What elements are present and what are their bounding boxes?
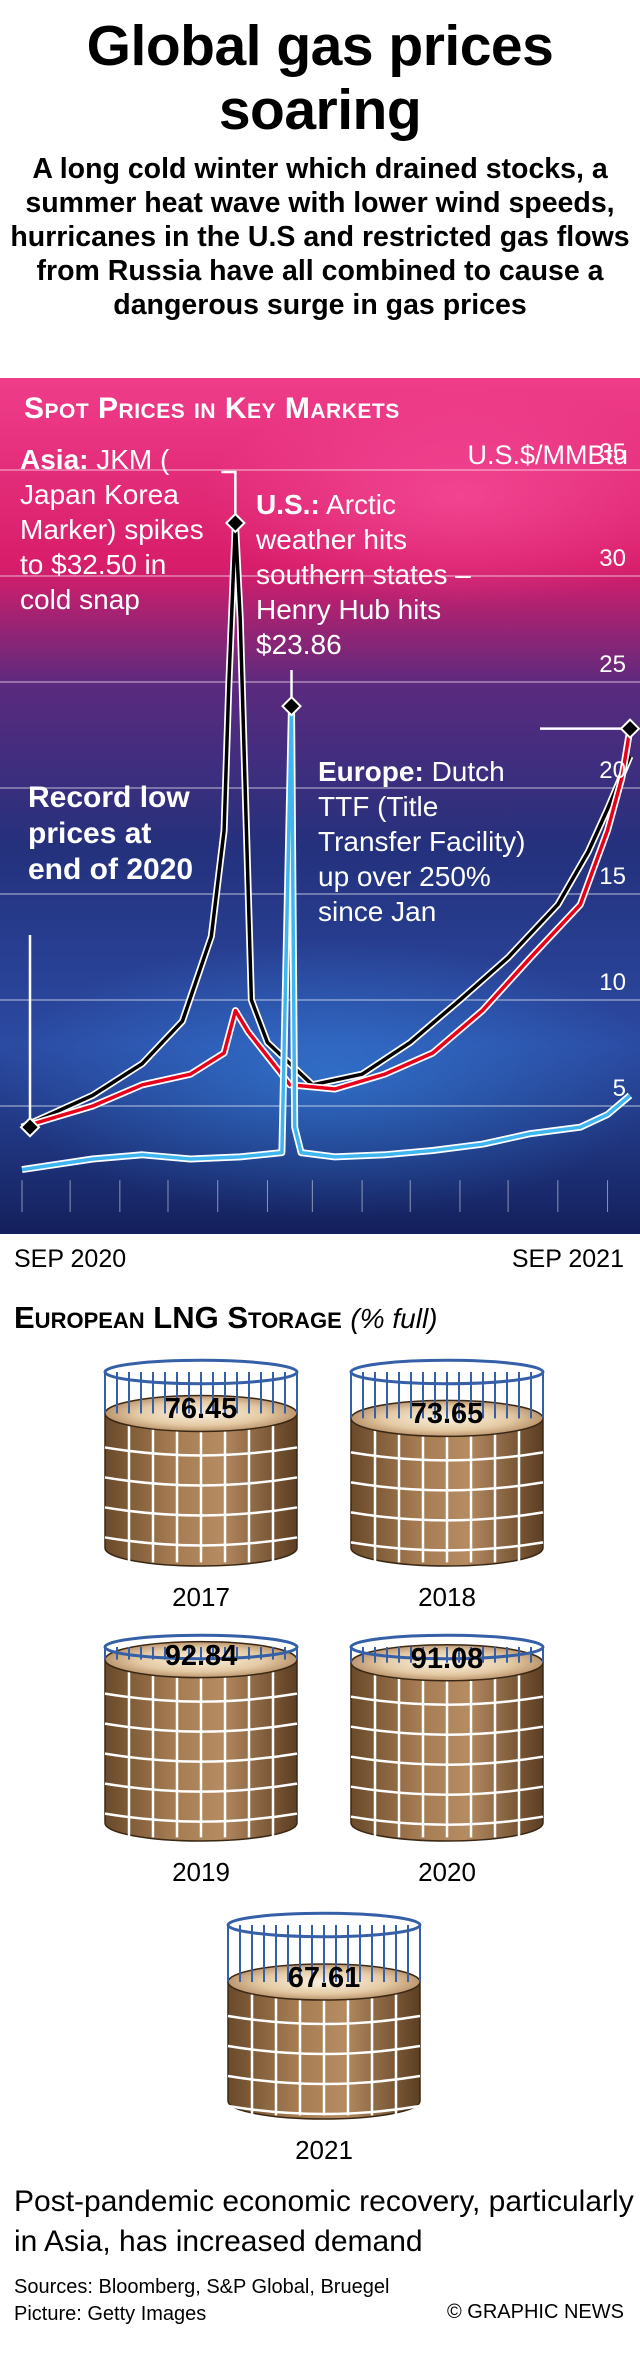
- footer-note: Post-pandemic economic recovery, particu…: [14, 2185, 634, 2258]
- tank-graphic: [103, 1633, 299, 1842]
- tank-grid: [350, 1541, 544, 1552]
- annotation-asia: Asia: JKM ( Japan Korea Marker) spikes t…: [20, 442, 225, 617]
- tank-grid: [104, 1782, 298, 1793]
- tank-grid: [350, 1815, 544, 1826]
- y-tick-label-5: 5: [612, 1075, 626, 1102]
- tank-grid: [104, 1446, 298, 1457]
- annotation-europe-label: Europe:: [318, 756, 424, 787]
- tank-rim: [349, 1358, 545, 1386]
- annotation-us: U.S.: Arctic weather hits southern state…: [256, 487, 486, 662]
- tank-year-label: 2019: [172, 1857, 230, 1887]
- y-tick-label-20: 20: [599, 757, 626, 784]
- tank-grid: [350, 1511, 544, 1522]
- tank-grid: [227, 2104, 421, 2116]
- picture-credit: Picture: Getty Images: [14, 2303, 207, 2325]
- leader-asia: [221, 470, 237, 523]
- flame-glow: [200, 388, 640, 608]
- series-line-europe: [21, 728, 632, 1129]
- series-line-us: [21, 704, 632, 1172]
- page-subtitle: A long cold winter which drained stocks,…: [10, 153, 630, 321]
- y-tick-label-10: 10: [599, 969, 626, 996]
- storage-tank-2020: 91.08 2020: [348, 1625, 546, 1887]
- chart-title: Spot Prices in Key Markets: [24, 392, 400, 425]
- lng-storage-unit: (% full): [350, 1303, 438, 1334]
- tank-graphic: [349, 1358, 545, 1567]
- tank-grid: [350, 1481, 544, 1492]
- tank-grid: [350, 1755, 544, 1766]
- y-tick-label-15: 15: [599, 863, 626, 890]
- storage-tank-2017: 76.45 2017: [102, 1350, 300, 1612]
- annotation-us-label: U.S.:: [256, 489, 320, 520]
- tank-rim: [226, 1911, 422, 1939]
- tank-year-label: 2017: [172, 1582, 230, 1612]
- tank-value: 92.84: [164, 1639, 238, 1672]
- y-tick-label-30: 30: [599, 545, 626, 572]
- storage-tank-2021: 67.61 2021: [225, 1903, 423, 2165]
- x-axis-start-label: SEP 2020: [14, 1245, 127, 1273]
- marker-asia-peak: [224, 512, 246, 534]
- lng-storage-heading: European LNG Storage (% full): [14, 1300, 438, 1336]
- tank-grid: [104, 1506, 298, 1517]
- marker-us-peak: [281, 695, 302, 717]
- tank-grid: [350, 1725, 544, 1736]
- spot-price-chart: [0, 378, 640, 1234]
- tank-graphic: [226, 1911, 422, 2120]
- tank-grid: [104, 1752, 298, 1763]
- tank-grid: [227, 2014, 421, 2026]
- y-tick-label-25: 25: [599, 651, 626, 678]
- tank-value: 73.65: [410, 1398, 484, 1431]
- marker-record-low: [19, 1116, 41, 1138]
- tank-year-label: 2021: [295, 2135, 353, 2165]
- tank-grid: [350, 1451, 544, 1462]
- sources-text: Sources: Bloomberg, S&P Global, Bruegel: [14, 2276, 390, 2298]
- tank-grid: [104, 1536, 298, 1547]
- annotation-europe-text: Dutch TTF (Title Transfer Facility) up o…: [318, 756, 526, 927]
- tank-year-label: 2018: [418, 1582, 476, 1612]
- tank-value: 91.08: [410, 1642, 484, 1675]
- annotation-asia-text: JKM ( Japan Korea Marker) spikes to $32.…: [20, 444, 204, 615]
- storage-tank-2019: 92.84 2019: [102, 1625, 300, 1887]
- y-axis-unit: U.S.$/MMBtu: [467, 440, 628, 470]
- graphic-news-credit: © GRAPHIC NEWS: [447, 2301, 624, 2323]
- chart-canvas: [0, 378, 640, 1234]
- tank-grid: [104, 1476, 298, 1487]
- tank-grid: [350, 1785, 544, 1796]
- tank-rim: [349, 1633, 545, 1661]
- x-axis-end-label: SEP 2021: [511, 1245, 624, 1273]
- tank-grid: [104, 1722, 298, 1733]
- series-line-asia: [21, 521, 632, 1129]
- page-title: Global gas prices soaring: [86, 14, 554, 142]
- tank-grid: [227, 2044, 421, 2056]
- tank-graphic: [103, 1358, 299, 1567]
- tank-rim: [103, 1633, 299, 1661]
- y-tick-label-35: 35: [599, 439, 626, 466]
- tank-year-label: 2020: [418, 1857, 476, 1887]
- tank-grid: [227, 2074, 421, 2086]
- tank-rim: [103, 1358, 299, 1386]
- annotation-europe: Europe: Dutch TTF (Title Transfer Facili…: [318, 754, 546, 929]
- tank-grid: [104, 1812, 298, 1823]
- tank-value: 67.61: [287, 1962, 361, 1994]
- annotation-asia-label: Asia:: [20, 444, 89, 475]
- tank-grid: [104, 1692, 298, 1703]
- tank-value: 76.45: [164, 1393, 238, 1426]
- storage-tank-2018: 73.65 2018: [348, 1350, 546, 1612]
- tank-graphic: [349, 1633, 545, 1842]
- sources-credit: Sources: Bloomberg, S&P Global, Bruegel …: [14, 2274, 389, 2328]
- tank-grid: [350, 1695, 544, 1706]
- annotation-record-low: Record low prices at end of 2020: [28, 781, 194, 886]
- marker-europe-latest: [619, 718, 640, 740]
- annotation-us-text: Arctic weather hits southern states – He…: [256, 489, 471, 660]
- lng-storage-title: European LNG Storage: [14, 1300, 342, 1335]
- gas-flame-glow: [0, 938, 640, 1218]
